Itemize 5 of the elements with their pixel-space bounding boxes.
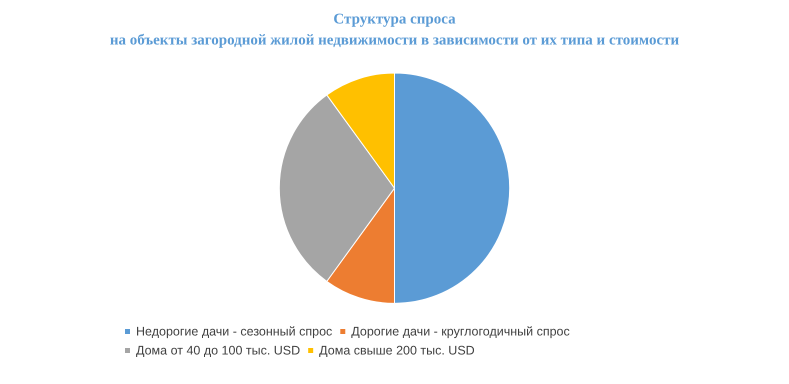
legend-label: Дома от 40 до 100 тыс. USD — [136, 344, 300, 358]
legend-label: Дорогие дачи - круглогодичный спрос — [351, 324, 570, 338]
legend-label: Недорогие дачи - сезонный спрос — [136, 324, 332, 338]
legend-label: Дома свыше 200 тыс. USD — [319, 344, 475, 358]
chart-title: Структура спроса на объекты загородной жилой недвижимости в зависимости от их типа и стоимости — [110, 12, 680, 48]
